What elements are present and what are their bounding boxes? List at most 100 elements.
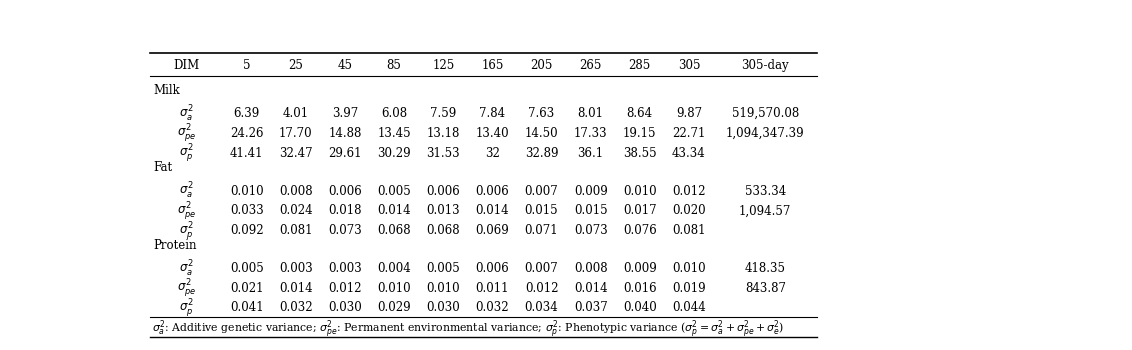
Text: 32.89: 32.89: [525, 147, 558, 160]
Text: $\sigma^2_a$: $\sigma^2_a$: [179, 104, 194, 124]
Text: 14.50: 14.50: [525, 127, 558, 140]
Text: 19.15: 19.15: [623, 127, 657, 140]
Text: 32.47: 32.47: [280, 147, 312, 160]
Text: 0.030: 0.030: [427, 301, 461, 314]
Text: 0.073: 0.073: [574, 224, 608, 237]
Text: 13.45: 13.45: [377, 127, 411, 140]
Text: 7.84: 7.84: [479, 107, 506, 120]
Text: 0.005: 0.005: [427, 262, 461, 275]
Text: 0.018: 0.018: [328, 204, 362, 217]
Text: 30.29: 30.29: [377, 147, 411, 160]
Text: 13.18: 13.18: [427, 127, 460, 140]
Text: 0.014: 0.014: [475, 204, 509, 217]
Text: 0.024: 0.024: [280, 204, 312, 217]
Text: 41.41: 41.41: [230, 147, 264, 160]
Text: 5: 5: [243, 59, 250, 72]
Text: 418.35: 418.35: [745, 262, 786, 275]
Text: $\sigma^2_a$: $\sigma^2_a$: [179, 259, 194, 279]
Text: 0.071: 0.071: [525, 224, 558, 237]
Text: 843.87: 843.87: [745, 282, 786, 295]
Text: 0.010: 0.010: [672, 262, 705, 275]
Text: 0.092: 0.092: [230, 224, 264, 237]
Text: 31.53: 31.53: [427, 147, 460, 160]
Text: 0.010: 0.010: [427, 282, 460, 295]
Text: 1,094,347.39: 1,094,347.39: [726, 127, 805, 140]
Text: 7.63: 7.63: [529, 107, 555, 120]
Text: 533.34: 533.34: [745, 185, 786, 198]
Text: 0.013: 0.013: [427, 204, 460, 217]
Text: 0.005: 0.005: [377, 185, 411, 198]
Text: 0.006: 0.006: [328, 185, 362, 198]
Text: 0.069: 0.069: [475, 224, 509, 237]
Text: 0.010: 0.010: [623, 185, 657, 198]
Text: 38.55: 38.55: [623, 147, 657, 160]
Text: 0.019: 0.019: [672, 282, 705, 295]
Text: 0.021: 0.021: [230, 282, 264, 295]
Text: Milk: Milk: [154, 84, 180, 97]
Text: 125: 125: [432, 59, 454, 72]
Text: 0.041: 0.041: [230, 301, 264, 314]
Text: 0.006: 0.006: [427, 185, 461, 198]
Text: 0.003: 0.003: [328, 262, 362, 275]
Text: $\sigma^2_{pe}$: $\sigma^2_{pe}$: [177, 200, 196, 222]
Text: 285: 285: [628, 59, 651, 72]
Text: $\sigma^2_a$: Additive genetic variance; $\sigma^2_{pe}$: Permanent environmenta: $\sigma^2_a$: Additive genetic variance;…: [152, 318, 784, 341]
Text: 0.012: 0.012: [672, 185, 705, 198]
Text: 0.015: 0.015: [574, 204, 608, 217]
Text: 25: 25: [289, 59, 303, 72]
Text: 45: 45: [337, 59, 352, 72]
Text: 0.006: 0.006: [475, 262, 509, 275]
Text: 6.08: 6.08: [381, 107, 408, 120]
Text: 32: 32: [484, 147, 500, 160]
Text: 0.073: 0.073: [328, 224, 362, 237]
Text: 165: 165: [481, 59, 504, 72]
Text: 9.87: 9.87: [676, 107, 702, 120]
Text: 17.70: 17.70: [280, 127, 312, 140]
Text: $\sigma^2_p$: $\sigma^2_p$: [179, 297, 194, 319]
Text: 305: 305: [678, 59, 701, 72]
Text: DIM: DIM: [173, 59, 199, 72]
Text: 0.011: 0.011: [475, 282, 509, 295]
Text: 0.029: 0.029: [377, 301, 411, 314]
Text: 519,570.08: 519,570.08: [731, 107, 799, 120]
Text: 0.020: 0.020: [672, 204, 705, 217]
Text: $\sigma^2_a$: $\sigma^2_a$: [179, 181, 194, 201]
Text: 0.015: 0.015: [525, 204, 558, 217]
Text: 0.005: 0.005: [230, 262, 264, 275]
Text: 0.081: 0.081: [672, 224, 705, 237]
Text: $\sigma^2_p$: $\sigma^2_p$: [179, 219, 194, 241]
Text: 0.076: 0.076: [623, 224, 657, 237]
Text: 0.040: 0.040: [623, 301, 657, 314]
Text: 85: 85: [387, 59, 402, 72]
Text: 0.016: 0.016: [623, 282, 657, 295]
Text: 0.009: 0.009: [574, 185, 608, 198]
Text: 0.010: 0.010: [230, 185, 264, 198]
Text: $\sigma^2_p$: $\sigma^2_p$: [179, 142, 194, 164]
Text: 0.008: 0.008: [574, 262, 608, 275]
Text: 0.017: 0.017: [623, 204, 657, 217]
Text: 0.009: 0.009: [623, 262, 657, 275]
Text: 24.26: 24.26: [230, 127, 264, 140]
Text: 205: 205: [531, 59, 552, 72]
Text: 0.030: 0.030: [328, 301, 362, 314]
Text: $\sigma^2_{pe}$: $\sigma^2_{pe}$: [177, 277, 196, 299]
Text: 0.014: 0.014: [377, 204, 411, 217]
Text: 4.01: 4.01: [283, 107, 309, 120]
Text: 0.007: 0.007: [524, 262, 558, 275]
Text: Fat: Fat: [154, 161, 173, 175]
Text: $\sigma^2_{pe}$: $\sigma^2_{pe}$: [177, 122, 196, 145]
Text: 7.59: 7.59: [430, 107, 456, 120]
Text: 36.1: 36.1: [577, 147, 603, 160]
Text: 0.014: 0.014: [574, 282, 608, 295]
Text: Protein: Protein: [154, 239, 197, 252]
Text: 29.61: 29.61: [328, 147, 362, 160]
Text: 305-day: 305-day: [741, 59, 789, 72]
Text: 0.068: 0.068: [377, 224, 411, 237]
Text: 0.068: 0.068: [427, 224, 460, 237]
Text: 1,094.57: 1,094.57: [739, 204, 791, 217]
Text: 0.004: 0.004: [377, 262, 411, 275]
Text: 0.003: 0.003: [278, 262, 312, 275]
Text: 6.39: 6.39: [233, 107, 260, 120]
Text: 0.032: 0.032: [475, 301, 509, 314]
Text: 0.034: 0.034: [524, 301, 558, 314]
